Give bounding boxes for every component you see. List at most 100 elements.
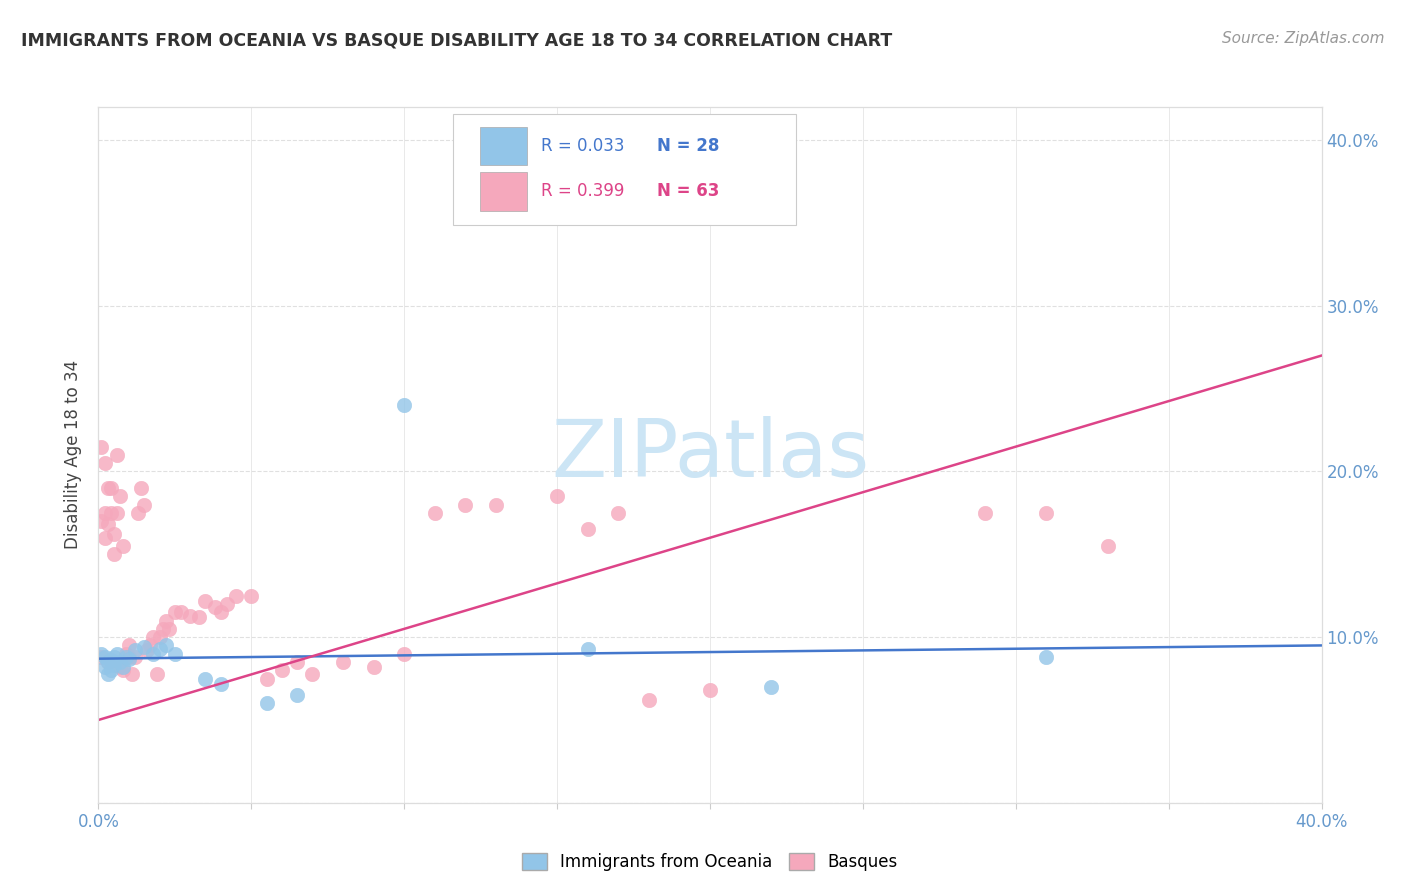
Point	[454, 498, 477, 512]
Point	[145, 666, 167, 681]
Point	[1035, 650, 1057, 665]
Point	[152, 622, 174, 636]
Point	[90, 647, 112, 661]
Point	[105, 647, 128, 661]
Point	[1035, 506, 1057, 520]
Point	[142, 630, 165, 644]
Point	[108, 660, 131, 674]
Point	[136, 643, 159, 657]
Point	[139, 639, 162, 653]
Point	[100, 481, 122, 495]
Point	[100, 663, 122, 677]
Point	[423, 506, 446, 520]
Point	[93, 650, 115, 665]
Point	[485, 498, 508, 512]
Point	[225, 589, 247, 603]
Point	[124, 650, 146, 665]
Text: ZIPatlas: ZIPatlas	[551, 416, 869, 494]
Point	[163, 647, 186, 661]
Text: N = 28: N = 28	[658, 136, 720, 154]
Point	[163, 605, 186, 619]
Point	[170, 605, 193, 619]
Point	[363, 660, 385, 674]
FancyBboxPatch shape	[479, 172, 526, 211]
Point	[111, 663, 134, 677]
Point	[155, 639, 177, 653]
Point	[392, 398, 416, 412]
Point	[103, 527, 125, 541]
Point	[111, 539, 134, 553]
Point	[108, 489, 131, 503]
Point	[256, 672, 278, 686]
Point	[97, 481, 120, 495]
Point	[194, 593, 217, 607]
Point	[97, 655, 120, 669]
Point	[546, 489, 568, 503]
Point	[97, 666, 120, 681]
Point	[124, 643, 146, 657]
Point	[129, 481, 152, 495]
Point	[149, 630, 172, 644]
Point	[90, 650, 112, 665]
Point	[256, 697, 278, 711]
Point	[188, 610, 211, 624]
Point	[97, 517, 120, 532]
Point	[215, 597, 238, 611]
Point	[105, 506, 128, 520]
Text: R = 0.033: R = 0.033	[541, 136, 624, 154]
Text: N = 63: N = 63	[658, 183, 720, 201]
Point	[103, 547, 125, 561]
Point	[93, 456, 115, 470]
Point	[103, 650, 125, 665]
Point	[332, 655, 354, 669]
Point	[115, 650, 138, 665]
Point	[121, 666, 143, 681]
Legend: Immigrants from Oceania, Basques: Immigrants from Oceania, Basques	[516, 847, 904, 878]
Point	[118, 650, 141, 665]
Point	[93, 531, 115, 545]
Point	[157, 622, 180, 636]
Point	[974, 506, 997, 520]
Point	[285, 688, 308, 702]
Point	[209, 676, 232, 690]
Text: R = 0.399: R = 0.399	[541, 183, 624, 201]
Point	[576, 641, 599, 656]
Y-axis label: Disability Age 18 to 34: Disability Age 18 to 34	[65, 360, 83, 549]
Point	[240, 589, 263, 603]
Point	[118, 639, 141, 653]
Point	[108, 655, 131, 669]
Point	[576, 523, 599, 537]
Point	[97, 655, 120, 669]
Point	[111, 660, 134, 674]
Point	[142, 647, 165, 661]
Point	[118, 651, 141, 665]
Point	[134, 498, 156, 512]
Text: IMMIGRANTS FROM OCEANIA VS BASQUE DISABILITY AGE 18 TO 34 CORRELATION CHART: IMMIGRANTS FROM OCEANIA VS BASQUE DISABI…	[21, 31, 893, 49]
Point	[209, 605, 232, 619]
Point	[285, 655, 308, 669]
Point	[93, 660, 115, 674]
Point	[90, 440, 112, 454]
Point	[127, 506, 149, 520]
Point	[103, 658, 125, 673]
Point	[699, 683, 721, 698]
Point	[155, 614, 177, 628]
Point	[1097, 539, 1119, 553]
Point	[134, 640, 156, 654]
Point	[93, 506, 115, 520]
Point	[105, 448, 128, 462]
Point	[301, 666, 323, 681]
FancyBboxPatch shape	[479, 127, 526, 165]
FancyBboxPatch shape	[453, 114, 796, 226]
Point	[115, 647, 138, 661]
Point	[90, 514, 112, 528]
Point	[759, 680, 782, 694]
Point	[607, 506, 630, 520]
Point	[637, 693, 661, 707]
Point	[392, 647, 416, 661]
Point	[179, 608, 201, 623]
Point	[270, 663, 292, 677]
Point	[100, 506, 122, 520]
Point	[194, 672, 217, 686]
Point	[204, 600, 226, 615]
